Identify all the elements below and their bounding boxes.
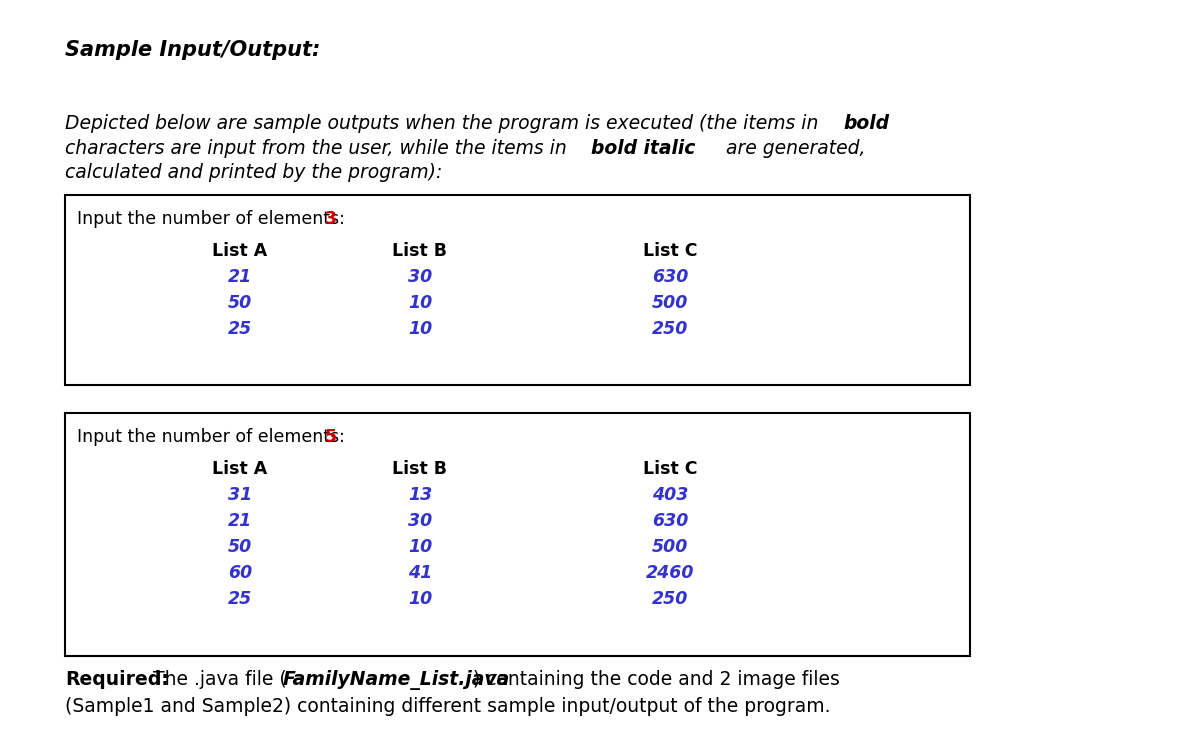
Text: Input the number of elements:: Input the number of elements: [77,428,350,446]
Text: 3: 3 [325,210,337,228]
Text: FamilyName_List.java: FamilyName_List.java [283,670,510,690]
Bar [65,413,970,656]
Text: 10: 10 [408,294,432,312]
Text: calculated and printed by the program):: calculated and printed by the program): [65,163,443,182]
Text: bold italic: bold italic [592,139,695,158]
Text: 10: 10 [408,320,432,338]
Text: 21: 21 [228,512,252,530]
Text: 50: 50 [228,538,252,556]
Text: 10: 10 [408,538,432,556]
Text: Depicted below are sample outputs when the program is executed (the items in: Depicted below are sample outputs when t… [65,114,824,133]
Text: (Sample1 and Sample2) containing different sample input/output of the program.: (Sample1 and Sample2) containing differe… [65,697,830,716]
Text: 250: 250 [652,590,688,608]
Text: 13: 13 [408,486,432,504]
Text: Input the number of elements:: Input the number of elements: [77,210,350,228]
Text: 403: 403 [652,486,688,504]
Text: characters are input from the user, while the items in: characters are input from the user, whil… [65,139,572,158]
Text: ) containing the code and 2 image files: ) containing the code and 2 image files [473,670,840,689]
Text: 2460: 2460 [646,564,695,582]
Bar [65,195,970,385]
Text: 60: 60 [228,564,252,582]
Text: List C: List C [643,242,697,260]
Text: List A: List A [212,242,268,260]
Text: List B: List B [392,242,448,260]
Text: 630: 630 [652,268,688,286]
Text: List C: List C [643,460,697,478]
Text: The .java file (: The .java file ( [148,670,287,689]
Text: 41: 41 [408,564,432,582]
Text: 500: 500 [652,294,688,312]
Text: 30: 30 [408,512,432,530]
Text: List B: List B [392,460,448,478]
Text: List A: List A [212,460,268,478]
Text: bold: bold [842,114,889,133]
Text: 25: 25 [228,590,252,608]
Text: Required:: Required: [65,670,169,689]
Text: 630: 630 [652,512,688,530]
Text: 30: 30 [408,268,432,286]
Text: are generated,: are generated, [720,139,865,158]
Text: 10: 10 [408,590,432,608]
Text: Sample Input/Output:: Sample Input/Output: [65,40,320,60]
Text: 50: 50 [228,294,252,312]
Text: 25: 25 [228,320,252,338]
Text: 5: 5 [325,428,337,446]
Text: 31: 31 [228,486,252,504]
Text: 250: 250 [652,320,688,338]
Text: 500: 500 [652,538,688,556]
Text: 21: 21 [228,268,252,286]
